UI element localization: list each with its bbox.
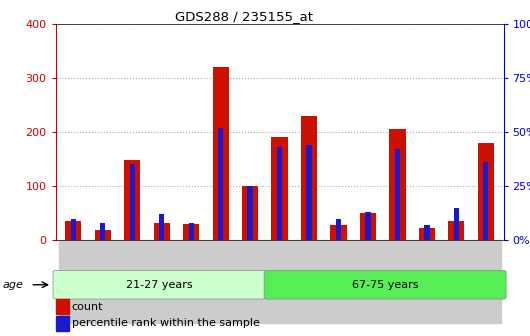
Bar [176,240,206,323]
Bar [478,143,494,240]
Bar [383,240,412,323]
Bar [277,147,282,240]
Bar [124,160,140,240]
Text: 21-27 years: 21-27 years [126,280,192,290]
Bar [130,164,135,240]
Text: count: count [72,302,103,311]
Bar [395,149,400,240]
Bar [294,240,324,323]
Bar [353,240,383,323]
Bar [189,223,194,240]
Bar [159,214,164,240]
Text: 67-75 years: 67-75 years [352,280,418,290]
Bar [301,116,317,240]
Bar [95,230,111,240]
Bar [412,240,441,323]
Bar [265,240,294,323]
Text: age: age [3,280,23,290]
Bar [324,240,353,323]
Bar [448,221,464,240]
Bar [360,213,376,240]
Bar [235,240,265,323]
Bar [218,128,223,240]
Bar [306,145,312,240]
Bar [118,240,147,323]
Bar [65,221,82,240]
Bar [390,129,405,240]
Bar [242,186,258,240]
Bar [59,240,88,323]
Bar [213,67,229,240]
Bar [483,162,489,240]
Bar [183,224,199,240]
Bar [206,240,235,323]
Bar [336,219,341,240]
Bar [154,223,170,240]
Bar [419,228,435,240]
Text: percentile rank within the sample: percentile rank within the sample [72,319,259,328]
Bar [441,240,471,323]
Bar [88,240,118,323]
Bar [100,223,105,240]
Bar [248,186,253,240]
Bar [271,137,288,240]
Bar [424,225,429,240]
Bar [471,240,500,323]
Bar [330,225,347,240]
Bar [454,208,459,240]
Bar [147,240,176,323]
Text: GDS288 / 235155_at: GDS288 / 235155_at [175,10,313,23]
Bar [70,219,76,240]
Bar [365,212,370,240]
